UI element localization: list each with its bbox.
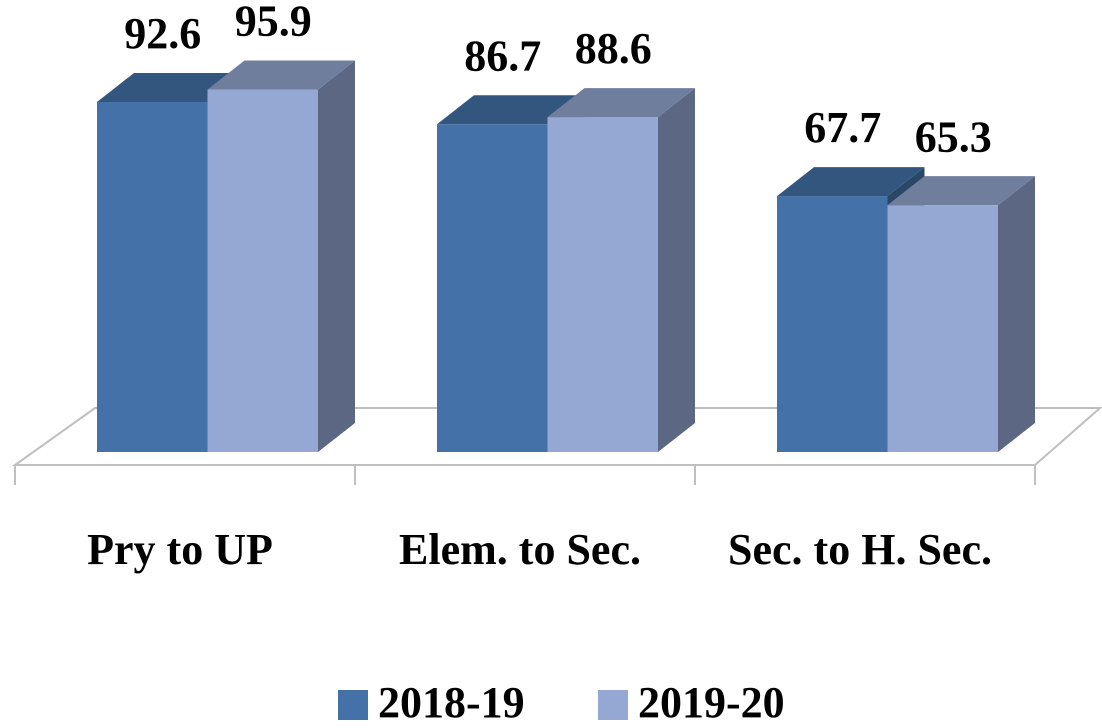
x-tick-label: Pry to UP — [87, 525, 273, 574]
bar-top — [207, 60, 355, 90]
bar-side — [998, 176, 1035, 452]
data-label: 65.3 — [915, 112, 992, 161]
legend-swatch — [338, 690, 368, 720]
data-label: 88.6 — [575, 24, 652, 73]
data-label: 67.7 — [804, 103, 881, 152]
data-label: 86.7 — [464, 31, 541, 80]
bar-front — [437, 124, 548, 453]
legend-label: 2019-20 — [638, 678, 785, 727]
bar-top — [777, 167, 925, 197]
bar-front — [887, 205, 998, 452]
legend-swatch — [598, 690, 628, 720]
x-tick-label: Sec. to H. Sec. — [728, 525, 992, 574]
bar-front — [97, 101, 208, 453]
bar-side — [658, 88, 695, 452]
data-label: 95.9 — [235, 0, 312, 46]
bar-front — [777, 196, 888, 452]
bar-front — [207, 89, 318, 453]
bar-top — [547, 88, 695, 118]
bar-front — [547, 117, 658, 452]
data-label: 92.6 — [124, 9, 201, 58]
bar-top — [887, 176, 1035, 206]
legend-label: 2018-19 — [378, 678, 525, 727]
x-tick-label: Elem. to Sec. — [399, 525, 641, 574]
bar-side — [318, 60, 355, 453]
